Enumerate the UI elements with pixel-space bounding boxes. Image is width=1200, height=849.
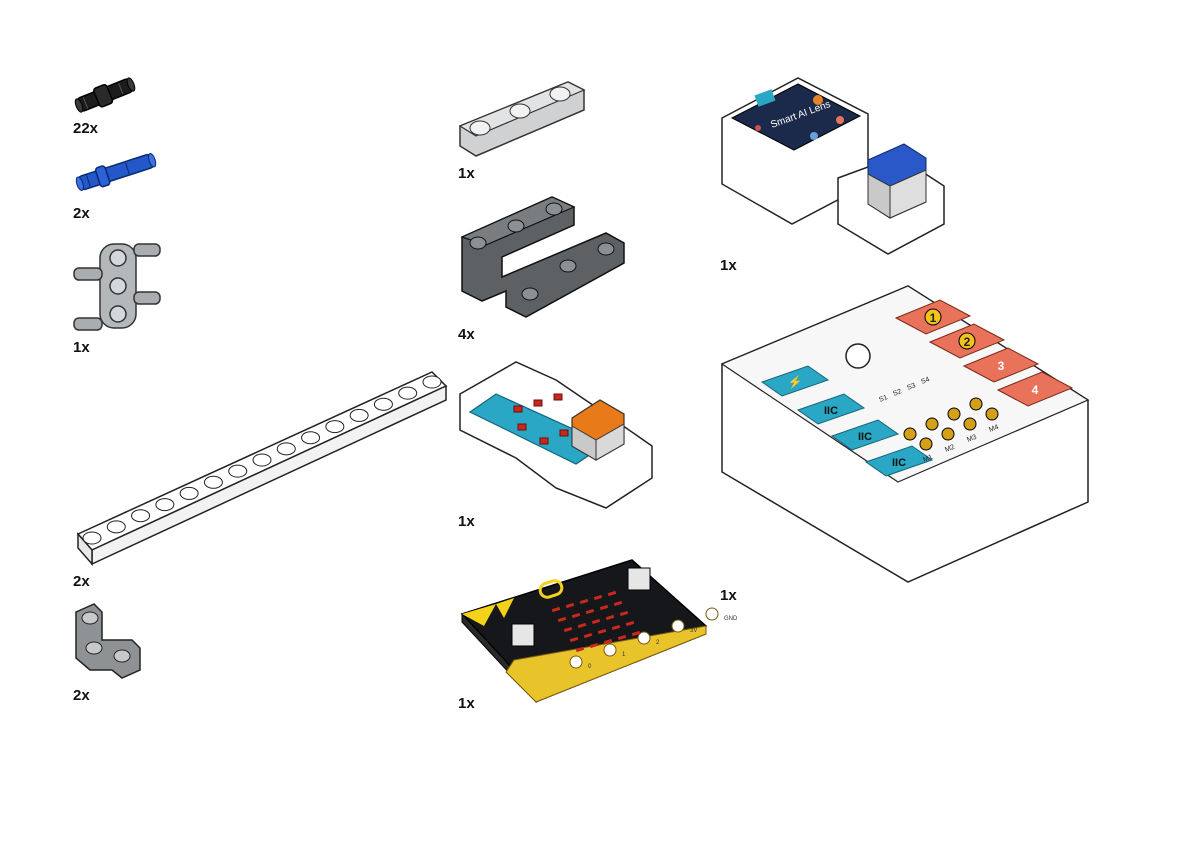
microbit-pin-hole	[705, 607, 719, 621]
beam-hole	[82, 531, 102, 545]
microbit-pin-label: 3V	[690, 628, 697, 634]
power-icon: ⚡	[788, 375, 803, 389]
microbit-led	[611, 624, 621, 631]
beam-hole	[228, 464, 248, 478]
port-4-label: 4	[1032, 383, 1039, 397]
servo-s1: S1	[878, 394, 889, 404]
servo-s4: S4	[920, 376, 931, 386]
beam-hole	[325, 420, 345, 434]
port-1-label: 1	[930, 311, 937, 325]
microbit-led	[565, 602, 575, 609]
microbit-pin-hole	[569, 655, 583, 669]
qty-long-beam: 2x	[73, 573, 90, 590]
qty-l-beam: 2x	[73, 687, 90, 704]
microbit-pin-hole	[671, 619, 685, 633]
microbit-pin-label: 0	[588, 664, 592, 670]
qty-led-module: 1x	[458, 513, 475, 530]
microbit-led	[585, 608, 595, 615]
beam-hole	[373, 397, 393, 411]
microbit-led	[575, 646, 585, 653]
microbit-led	[613, 600, 623, 607]
microbit-led	[605, 614, 615, 621]
qty-expansion-board: 1x	[720, 587, 737, 604]
iic-label-1: IIC	[824, 405, 838, 417]
button-b[interactable]	[627, 567, 651, 591]
microbit-led	[617, 634, 627, 641]
beam-hole	[106, 520, 126, 534]
microbit-led	[571, 612, 581, 619]
beam-hole	[179, 486, 199, 500]
beam-holes	[82, 375, 442, 545]
led-module	[456, 354, 656, 512]
microbit-led	[563, 626, 573, 633]
expansion-board: 1 2 3 4 ⚡ IIC IIC IIC S1 S2 S3 S4	[718, 282, 1094, 590]
qty-blue-pin: 2x	[73, 205, 90, 222]
motor-terminals	[903, 397, 999, 451]
qty-u-frame-beam: 4x	[458, 326, 475, 343]
beam-hole	[252, 453, 272, 467]
beam-hole	[301, 431, 321, 445]
iic-ports: ⚡ IIC IIC IIC	[760, 365, 934, 477]
long-beam-15	[72, 366, 448, 572]
beam-hole	[155, 498, 175, 512]
servo-s2: S2	[892, 388, 903, 398]
microbit: 0 1 2 3V GND	[456, 556, 738, 706]
microbit-pin-label: 1	[622, 652, 626, 658]
short-beam-3	[456, 76, 588, 162]
smart-ai-lens: Smart AI Lens	[718, 74, 948, 258]
motor-m3: M3	[966, 434, 978, 444]
microbit-pin-hole	[603, 643, 617, 657]
microbit-led	[603, 638, 613, 645]
qty-microbit: 1x	[458, 695, 475, 712]
motor-m2: M2	[944, 444, 956, 454]
microbit-led	[607, 590, 617, 597]
motor-m1: M1	[922, 454, 934, 464]
microbit-pins: 0 1 2 3V GND	[569, 607, 738, 670]
microbit-led	[625, 620, 635, 627]
black-pin	[72, 74, 138, 116]
l-beam	[72, 600, 144, 680]
beam-hole	[203, 475, 223, 489]
servo-labels: S1 S2 S3 S4	[878, 376, 931, 404]
microbit-led	[569, 636, 579, 643]
microbit-led	[557, 616, 567, 623]
beam-hole	[422, 375, 442, 389]
microbit-led	[577, 622, 587, 629]
microbit-led	[551, 606, 561, 613]
beam-hole	[398, 386, 418, 400]
qty-smart-ai-lens: 1x	[720, 257, 737, 274]
microbit-pin-label: GND	[724, 616, 738, 622]
motor-m4: M4	[988, 424, 1000, 434]
beam-hole	[276, 442, 296, 456]
servo-s3: S3	[906, 382, 917, 392]
microbit-led	[599, 604, 609, 611]
microbit-led	[583, 632, 593, 639]
microbit-led	[597, 628, 607, 635]
microbit-led	[579, 598, 589, 605]
motor-labels: M1 M2 M3 M4	[922, 424, 1000, 464]
microbit-led	[631, 630, 641, 637]
grey-cross-connector	[72, 234, 164, 338]
qty-black-pin: 22x	[73, 120, 99, 137]
microbit-led	[593, 594, 603, 601]
iic-label-2: IIC	[858, 431, 872, 443]
iic-label-3: IIC	[892, 457, 906, 469]
microbit-pin-hole	[637, 631, 651, 645]
port-2-label: 2	[964, 335, 971, 349]
blue-pin	[73, 148, 159, 196]
microbit-pin-label: 2	[656, 640, 660, 646]
beam-hole	[131, 509, 151, 523]
button-a[interactable]	[511, 623, 535, 647]
microbit-led	[619, 610, 629, 617]
beam-hole	[349, 408, 369, 422]
microbit-led	[591, 618, 601, 625]
qty-short-beam: 1x	[458, 165, 475, 182]
u-frame-beam	[456, 193, 628, 325]
numbered-ports: 1 2 3 4	[894, 299, 1074, 407]
qty-grey-cross-connector: 1x	[73, 339, 90, 356]
microbit-led-grid	[551, 590, 641, 653]
port-3-label: 3	[998, 359, 1005, 373]
microbit-led	[589, 642, 599, 649]
